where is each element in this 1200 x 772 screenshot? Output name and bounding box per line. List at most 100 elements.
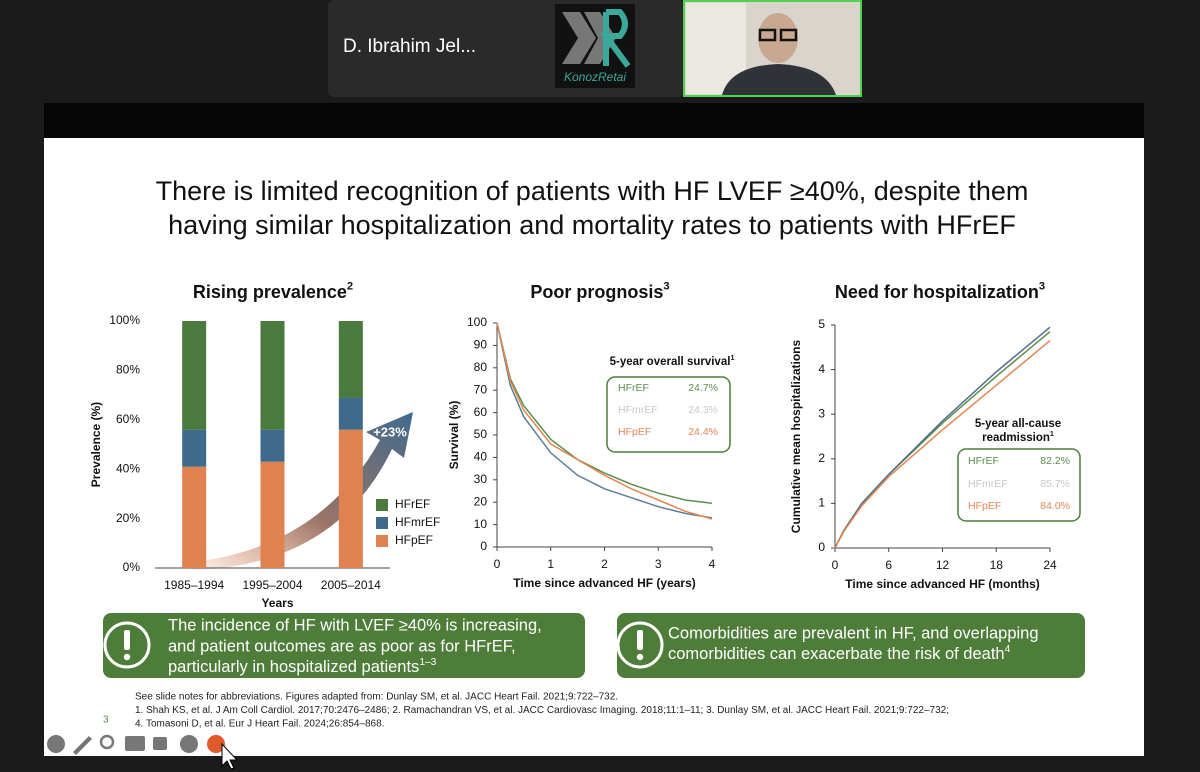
legend-label: HFrEF xyxy=(395,497,430,511)
slide-title: having similar hospitalization and morta… xyxy=(168,210,1016,240)
y-tick-label: 10 xyxy=(474,517,488,531)
legend-label: HFpEF xyxy=(395,533,433,547)
y-tick-label: 4 xyxy=(818,362,825,376)
slide-title: There is limited recognition of patients… xyxy=(156,176,1029,206)
banner xyxy=(617,613,1085,678)
growth-arrow xyxy=(192,412,413,570)
alert-mark xyxy=(124,630,130,650)
cursor xyxy=(221,742,239,770)
x-tick-label: 4 xyxy=(709,557,716,571)
more-button[interactable] xyxy=(180,735,198,753)
bar xyxy=(182,321,207,430)
x-axis-label: Years xyxy=(261,596,293,610)
y-tick-label: 3 xyxy=(818,406,825,420)
series-line xyxy=(496,322,713,519)
banner-text-main: comorbidities can exacerbate the risk of… xyxy=(668,645,1005,663)
alert-dot xyxy=(636,653,644,661)
cc-button[interactable] xyxy=(125,736,145,751)
chart-title-sup: 3 xyxy=(663,281,669,293)
inset-value: 24.3% xyxy=(688,404,718,416)
bar xyxy=(182,429,207,467)
inset-name: HFmrEF xyxy=(968,478,1008,490)
pen-button[interactable] xyxy=(73,736,92,755)
y-axis-label: Prevalence (%) xyxy=(89,402,103,487)
x-tick-label: 18 xyxy=(990,558,1004,572)
x-tick-label: 12 xyxy=(936,558,950,572)
alert-mark xyxy=(637,630,643,650)
logo-chevrons xyxy=(562,12,616,64)
y-tick-label: 80 xyxy=(474,360,488,374)
bar xyxy=(338,397,363,430)
x-tick-label: 2005–2014 xyxy=(321,578,381,592)
chart-title-main: Rising prevalence xyxy=(193,282,347,302)
footnote: See slide notes for abbreviations. Figur… xyxy=(135,692,618,703)
inset-title-sup: 1 xyxy=(730,354,734,362)
y-tick-label: 2 xyxy=(818,451,825,465)
inset-value: 85.7% xyxy=(1040,478,1070,490)
x-tick-label: 6 xyxy=(885,558,892,572)
inset-name: HFrEF xyxy=(968,455,999,467)
x-tick-label: 24 xyxy=(1043,558,1057,572)
x-tick-label: 3 xyxy=(655,557,662,571)
chart-title: Poor prognosis3 xyxy=(530,281,669,302)
x-axis-label: Time since advanced HF (years) xyxy=(513,576,696,590)
x-tick-label: 0 xyxy=(494,557,501,571)
bar xyxy=(338,321,363,398)
x-tick-label: 0 xyxy=(832,558,839,572)
banner-text: comorbidities can exacerbate the risk of… xyxy=(668,644,1011,663)
glasses xyxy=(779,28,798,42)
y-tick-label: 40% xyxy=(116,461,140,475)
y-tick-label: 60 xyxy=(474,405,488,419)
bar xyxy=(260,321,285,430)
inset-value: 24.7% xyxy=(688,382,718,394)
logo-text: KonozRetai xyxy=(564,70,626,84)
x-tick-label: 1 xyxy=(547,557,554,571)
legend-swatch xyxy=(376,499,388,511)
chart-title-sup: 3 xyxy=(1039,281,1045,293)
chart-title-main: Need for hospitalization xyxy=(835,282,1039,302)
bar xyxy=(338,429,363,568)
y-tick-label: 70 xyxy=(474,382,488,396)
zoom-button[interactable] xyxy=(99,734,115,750)
back-button[interactable] xyxy=(47,735,65,753)
forward-button[interactable] xyxy=(207,735,225,753)
inset-title: 5-year overall survival1 xyxy=(610,354,735,368)
alert-dot xyxy=(123,653,131,661)
inset-name: HFpEF xyxy=(968,500,1001,512)
y-tick-label: 100 xyxy=(467,315,487,329)
chart-title-main: Poor prognosis xyxy=(530,282,663,302)
banner-text-sup: 4 xyxy=(1005,644,1011,655)
legend-swatch xyxy=(376,535,388,547)
y-tick-label: 80% xyxy=(116,363,140,377)
legend-swatch xyxy=(376,517,388,529)
x-axis-label: Time since advanced HF (months) xyxy=(845,577,1040,591)
logo-r xyxy=(600,9,631,68)
bar xyxy=(182,466,207,568)
y-tick-label: 20% xyxy=(116,511,140,525)
x-tick-label: 2 xyxy=(601,557,608,571)
y-tick-label: 60% xyxy=(116,412,140,426)
inset-value: 82.2% xyxy=(1040,455,1070,467)
chart-title: Need for hospitalization3 xyxy=(835,281,1045,302)
banner-text-sup: 1–3 xyxy=(419,657,436,668)
series-line xyxy=(496,322,713,505)
y-tick-label: 40 xyxy=(474,450,488,464)
inset-name: HFmrEF xyxy=(618,404,658,416)
banner-text-main: particularly in hospitalized patients xyxy=(168,658,419,676)
chart-title: Rising prevalence2 xyxy=(193,281,353,302)
slide-number: 3 xyxy=(103,715,109,726)
inset-title: readmission1 xyxy=(982,430,1054,444)
inset-box xyxy=(606,376,731,453)
y-tick-label: 0 xyxy=(818,540,825,554)
participant-name: D. Ibrahim Jel... xyxy=(343,36,476,57)
banner-text: The incidence of HF with LVEF ≥40% is in… xyxy=(168,616,542,634)
annotation: +23% xyxy=(373,424,407,439)
y-tick-label: 5 xyxy=(818,317,825,331)
bar xyxy=(260,429,285,462)
bar xyxy=(260,461,285,568)
y-tick-label: 50 xyxy=(474,427,488,441)
banner xyxy=(103,613,585,678)
toolbar xyxy=(47,734,239,770)
banner-text: Comorbidities are prevalent in HF, and o… xyxy=(668,624,1039,642)
camera-button[interactable] xyxy=(153,737,167,750)
